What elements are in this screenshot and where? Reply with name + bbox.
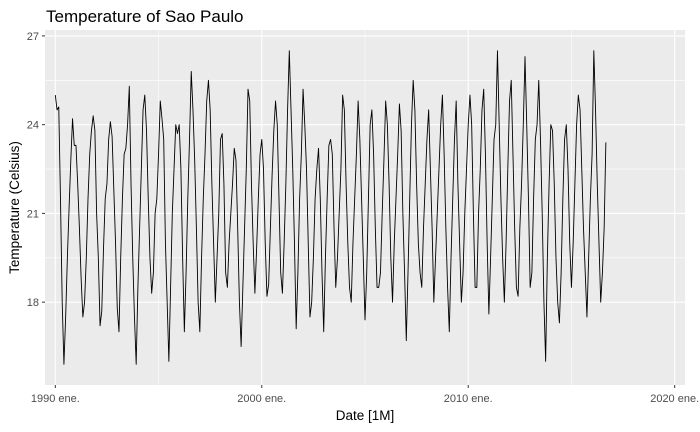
- y-tick-label: 21: [27, 208, 39, 220]
- x-tick-label: 2010 ene.: [444, 393, 493, 405]
- y-axis: 18 21 24 27: [27, 31, 45, 309]
- y-tick-label: 24: [27, 120, 39, 132]
- x-tick-label: 1990 ene.: [31, 393, 80, 405]
- minor-gridlines: [45, 30, 685, 385]
- x-axis-title: Date [1M]: [336, 408, 395, 423]
- x-axis: 1990 ene. 2000 ene. 2010 ene. 2020 ene.: [31, 385, 699, 405]
- x-tick-label: 2000 ene.: [237, 393, 286, 405]
- y-axis-title: Temperature (Celsius): [7, 141, 22, 274]
- x-tick-label: 2020 ene.: [650, 393, 699, 405]
- temperature-series-line: [54, 50, 607, 365]
- major-gridlines: [45, 30, 685, 385]
- y-tick-label: 18: [27, 297, 39, 309]
- y-tick-label: 27: [27, 31, 39, 43]
- chart-title: Temperature of Sao Paulo: [46, 7, 244, 26]
- series-layer: [54, 50, 607, 365]
